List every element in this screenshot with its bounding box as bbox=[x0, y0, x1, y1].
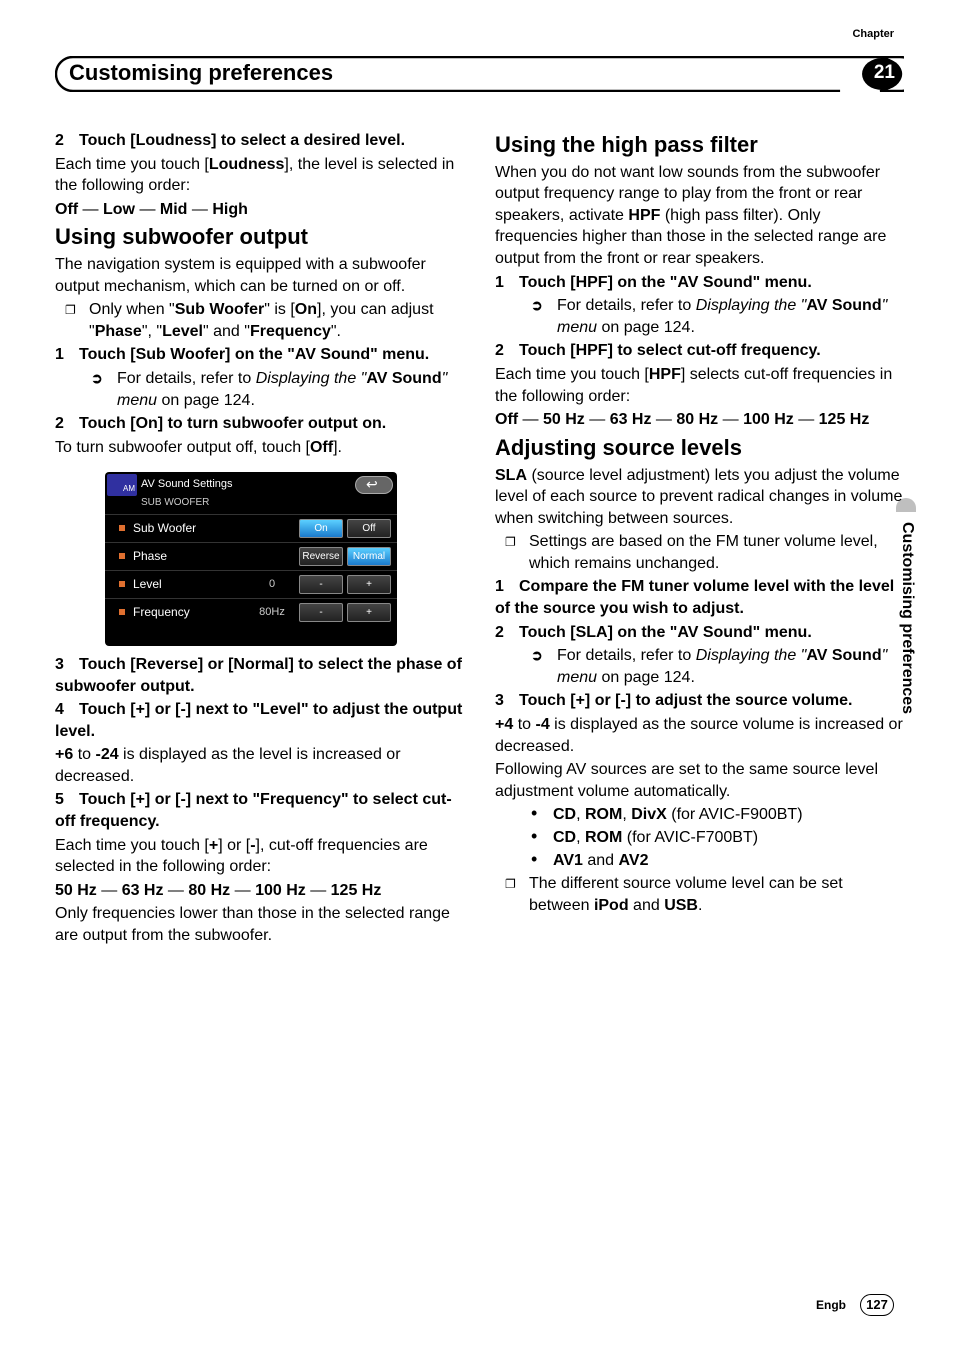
l-note1: Only when "Sub Woofer" is [On], you can … bbox=[65, 299, 465, 342]
l-arr1: For details, refer to Displaying the "AV… bbox=[91, 368, 465, 411]
l-seq2: 50 Hz — 63 Hz — 80 Hz — 100 Hz — 125 Hz bbox=[55, 880, 465, 902]
r-note1: Settings are based on the FM tuner volum… bbox=[505, 531, 905, 574]
r-arr1: For details, refer to Displaying the "AV… bbox=[531, 295, 905, 338]
back-button[interactable] bbox=[355, 476, 393, 494]
l-seq1: Off — Low — Mid — High bbox=[55, 199, 465, 221]
r-step3: 3Touch [+] or [-] to adjust the source v… bbox=[495, 690, 905, 712]
l-h1: Using subwoofer output bbox=[55, 222, 465, 252]
r-p5: Following AV sources are set to the same… bbox=[495, 759, 905, 802]
r-p2: Each time you touch [HPF] selects cut-of… bbox=[495, 364, 905, 407]
l-p6: Only frequencies lower than those in the… bbox=[55, 903, 465, 946]
r-p3: SLA (source level adjustment) lets you a… bbox=[495, 465, 905, 530]
r-h1: Using the high pass filter bbox=[495, 130, 905, 160]
bullet-icon bbox=[119, 581, 125, 587]
l-p3: To turn subwoofer output off, touch [Off… bbox=[55, 437, 465, 459]
sc-value: 0 bbox=[249, 577, 295, 592]
r-b1: •CD, ROM, DivX (for AVIC-F900BT) bbox=[531, 804, 905, 826]
r-b3: •AV1 and AV2 bbox=[531, 850, 905, 872]
footer-lang: Engb bbox=[816, 1298, 846, 1312]
sc-button[interactable]: - bbox=[299, 575, 343, 594]
sc-label: Level bbox=[133, 576, 249, 592]
r-step1b: 1Compare the FM tuner volume level with … bbox=[495, 576, 905, 619]
left-column: 2Touch [Loudness] to select a desired le… bbox=[55, 130, 465, 949]
l-p2: The navigation system is equipped with a… bbox=[55, 254, 465, 297]
bullet-icon bbox=[119, 609, 125, 615]
r-p1: When you do not want low sounds from the… bbox=[495, 162, 905, 270]
sc-button[interactable]: + bbox=[347, 575, 391, 594]
r-arr2: For details, refer to Displaying the "AV… bbox=[531, 645, 905, 688]
sc-button[interactable]: - bbox=[299, 603, 343, 622]
sc-button[interactable]: + bbox=[347, 603, 391, 622]
page-footer: Engb 127 bbox=[816, 1294, 894, 1316]
sc-button[interactable]: Reverse bbox=[299, 547, 343, 566]
sc-value: 80Hz bbox=[249, 605, 295, 620]
am-icon: AM bbox=[107, 474, 137, 496]
l-p5: Each time you touch [+] or [-], cut-off … bbox=[55, 835, 465, 878]
r-step2: 2Touch [HPF] to select cut-off frequency… bbox=[495, 340, 905, 362]
chapter-number: 21 bbox=[874, 62, 895, 84]
footer-page: 127 bbox=[860, 1294, 894, 1316]
l-step1: 1Touch [Sub Woofer] on the "AV Sound" me… bbox=[55, 344, 465, 366]
l-p1: Each time you touch [Loudness], the leve… bbox=[55, 154, 465, 197]
bullet-icon bbox=[119, 553, 125, 559]
device-screenshot: AM AV Sound Settings SUB WOOFER Sub Woof… bbox=[105, 472, 397, 646]
sc-button[interactable]: Normal bbox=[347, 547, 391, 566]
r-seq: Off — 50 Hz — 63 Hz — 80 Hz — 100 Hz — 1… bbox=[495, 409, 905, 431]
chapter-header: Customising preferences 21 bbox=[55, 56, 904, 92]
sc-row: Frequency80Hz-+ bbox=[105, 598, 397, 626]
sc-label: Sub Woofer bbox=[133, 520, 249, 536]
l-step2b: 2Touch [On] to turn subwoofer output on. bbox=[55, 413, 465, 435]
r-step1: 1Touch [HPF] on the "AV Sound" menu. bbox=[495, 272, 905, 294]
r-h2: Adjusting source levels bbox=[495, 433, 905, 463]
r-p4: +4 to -4 is displayed as the source volu… bbox=[495, 714, 905, 757]
bullet-icon bbox=[119, 525, 125, 531]
r-note2: The different source volume level can be… bbox=[505, 873, 905, 916]
chapter-title: Customising preferences bbox=[69, 60, 333, 86]
l-step5: 5Touch [+] or [-] next to "Frequency" to… bbox=[55, 789, 465, 832]
sc-button[interactable]: On bbox=[299, 519, 343, 538]
sc-label: Frequency bbox=[133, 604, 249, 620]
sc-row: Level0-+ bbox=[105, 570, 397, 598]
chapter-label: Chapter bbox=[852, 28, 894, 40]
sc-row: Sub Woofer OnOff bbox=[105, 514, 397, 542]
sc-button[interactable]: Off bbox=[347, 519, 391, 538]
sc-row: Phase ReverseNormal bbox=[105, 542, 397, 570]
l-step3: 3Touch [Reverse] or [Normal] to select t… bbox=[55, 654, 465, 697]
l-step2: 2Touch [Loudness] to select a desired le… bbox=[55, 130, 465, 152]
sc-title: AV Sound Settings bbox=[137, 477, 355, 492]
sc-label: Phase bbox=[133, 548, 249, 564]
r-b2: •CD, ROM (for AVIC-F700BT) bbox=[531, 827, 905, 849]
l-step4: 4Touch [+] or [-] next to "Level" to adj… bbox=[55, 699, 465, 742]
right-column: Using the high pass filter When you do n… bbox=[495, 130, 905, 949]
r-step2b: 2Touch [SLA] on the "AV Sound" menu. bbox=[495, 622, 905, 644]
l-p4: +6 to -24 is displayed as the level is i… bbox=[55, 744, 465, 787]
sc-breadcrumb: SUB WOOFER bbox=[105, 496, 397, 514]
